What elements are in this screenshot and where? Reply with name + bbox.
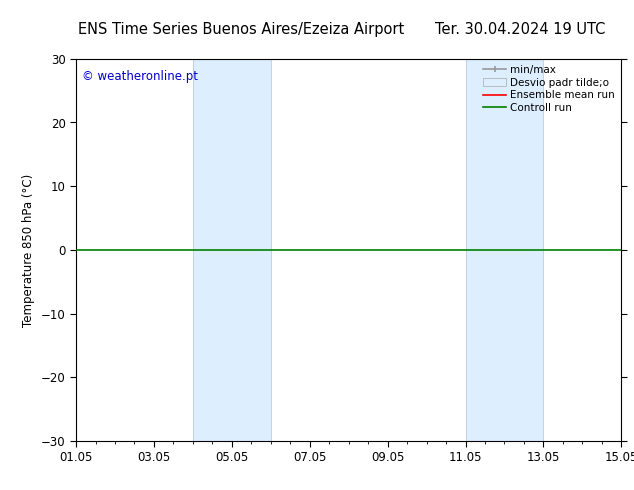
Bar	[465, 59, 543, 441]
Bar	[193, 59, 271, 441]
Text: © weatheronline.pt: © weatheronline.pt	[82, 70, 198, 83]
Text: ENS Time Series Buenos Aires/Ezeiza Airport: ENS Time Series Buenos Aires/Ezeiza Airp…	[78, 22, 404, 37]
Text: Ter. 30.04.2024 19 UTC: Ter. 30.04.2024 19 UTC	[435, 22, 605, 37]
Legend: min/max, Desvio padr tilde;o, Ensemble mean run, Controll run: min/max, Desvio padr tilde;o, Ensemble m…	[479, 61, 619, 117]
Y-axis label: Temperature 850 hPa (°C): Temperature 850 hPa (°C)	[22, 173, 36, 326]
